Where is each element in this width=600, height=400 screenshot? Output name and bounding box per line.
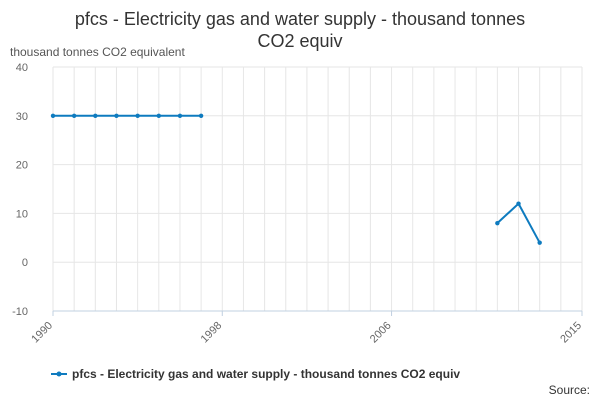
x-tick-label: 1998 <box>199 320 225 346</box>
data-point[interactable] <box>537 240 542 245</box>
x-tick-label: 2015 <box>558 320 584 346</box>
data-point[interactable] <box>177 113 183 119</box>
y-tick-label: 10 <box>16 208 28 220</box>
x-tick-label: 1990 <box>29 320 55 346</box>
data-point[interactable] <box>93 113 98 119</box>
y-axis-label: thousand tonnes CO2 equivalent <box>10 45 185 59</box>
y-tick-label: -10 <box>12 306 28 318</box>
data-point[interactable] <box>50 113 56 119</box>
source-label: Source: <box>549 383 590 397</box>
data-point[interactable] <box>516 201 521 206</box>
data-point[interactable] <box>114 113 119 119</box>
legend-symbol-marker <box>56 371 62 377</box>
data-point[interactable] <box>495 220 500 226</box>
data-point[interactable] <box>71 113 77 119</box>
data-point[interactable] <box>156 113 161 119</box>
grid-lines <box>52 66 583 312</box>
legend[interactable]: pfcs - Electricity gas and water supply … <box>51 367 460 381</box>
chart-title-line-1: pfcs - Electricity gas and water supply … <box>75 9 525 29</box>
chart-title-line-2: CO2 equiv <box>257 31 342 51</box>
data-point[interactable] <box>135 113 140 119</box>
chart-title: pfcs - Electricity gas and water supply … <box>75 9 525 51</box>
y-tick-label: 40 <box>16 62 28 74</box>
y-tick-label: 0 <box>22 257 28 269</box>
x-axis: 1990 1998 2006 2015 <box>29 310 584 346</box>
data-point[interactable] <box>198 113 204 119</box>
y-tick-label: 30 <box>16 111 28 123</box>
y-tick-labels: -10 0 10 20 30 40 <box>12 62 28 318</box>
series-layer <box>50 113 542 245</box>
x-tick-label: 2006 <box>368 320 394 346</box>
y-tick-label: 20 <box>16 160 28 172</box>
legend-item-label[interactable]: pfcs - Electricity gas and water supply … <box>72 367 460 381</box>
